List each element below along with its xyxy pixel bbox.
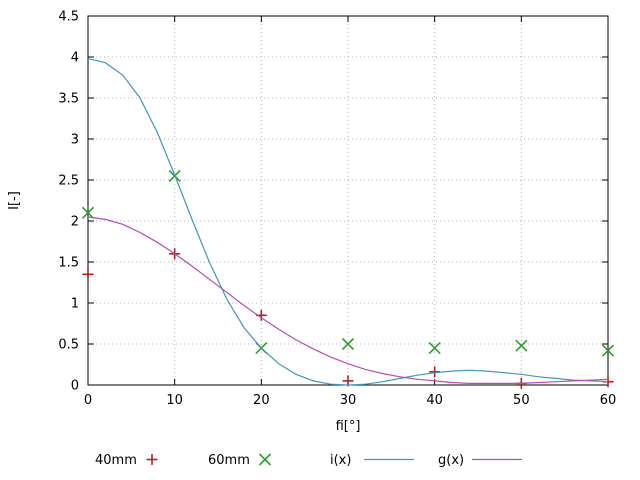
- legend: 40mm 60mm i(x) g(x): [95, 453, 522, 468]
- x-tick-labels: 0 10 20 30 40 50 60: [84, 393, 616, 408]
- svg-text:3.5: 3.5: [58, 92, 79, 107]
- svg-text:2.5: 2.5: [58, 174, 79, 189]
- legend-label-60mm: 60mm: [208, 453, 250, 468]
- svg-text:3: 3: [71, 133, 79, 148]
- legend-sample-40mm: [146, 454, 158, 465]
- svg-text:1: 1: [71, 297, 79, 312]
- svg-text:60: 60: [600, 393, 617, 408]
- svg-text:4.5: 4.5: [58, 10, 79, 25]
- y-tick-labels: 0 0.5 1 1.5 2 2.5 3 3.5 4 4.5: [58, 10, 79, 394]
- legend-label-40mm: 40mm: [95, 453, 137, 468]
- series-i-x: [87, 58, 609, 386]
- svg-text:0: 0: [71, 379, 79, 394]
- svg-text:50: 50: [513, 393, 530, 408]
- series-g-x: [87, 216, 609, 384]
- svg-text:0: 0: [84, 393, 92, 408]
- svg-text:2: 2: [71, 215, 79, 230]
- x-axis-label: fi[°]: [336, 419, 361, 434]
- svg-text:4: 4: [71, 51, 79, 66]
- svg-text:30: 30: [340, 393, 357, 408]
- svg-text:20: 20: [253, 393, 270, 408]
- legend-sample-60mm: [258, 453, 272, 466]
- svg-text:10: 10: [166, 393, 183, 408]
- svg-text:40: 40: [426, 393, 443, 408]
- grid-lines: [87, 15, 609, 386]
- svg-text:1.5: 1.5: [58, 256, 79, 271]
- y-axis-label: I[-]: [7, 191, 22, 210]
- legend-label-i-x: i(x): [330, 453, 351, 468]
- legend-label-g-x: g(x): [438, 453, 464, 468]
- series-40mm: [82, 248, 614, 389]
- svg-text:0.5: 0.5: [58, 338, 79, 353]
